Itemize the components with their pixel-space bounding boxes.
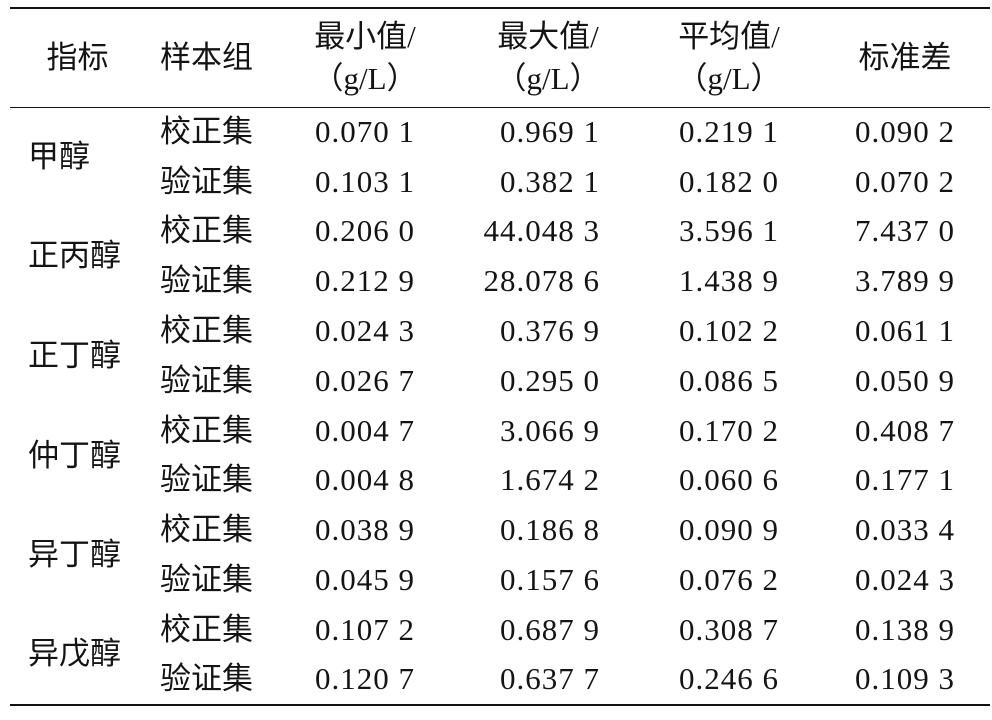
sd-value-cell: 0.138 9: [855, 611, 955, 647]
max-value-cell: 0.637 7: [500, 661, 600, 697]
header-mean-unit: （g/L）: [676, 60, 782, 96]
header-row: 指标 样本组 最小值/ （g/L） 最大值/ （g/L） 平均值/ （g/L） …: [10, 8, 990, 107]
max-value-cell: 28.078 6: [483, 263, 600, 299]
sd-value-cell: 0.177 1: [855, 462, 955, 498]
table-row: 正丙醇 校正集 0.206 0 44.048 3 3.596 1 7.437 0: [10, 207, 990, 273]
indicator-cell: 仲丁醇: [28, 437, 121, 473]
mean-value-cell: 0.246 6: [679, 661, 779, 697]
header-min-unit: （g/L）: [312, 60, 418, 96]
indicator-cell: 正丁醇: [28, 337, 121, 373]
mean-value-cell: 0.308 7: [679, 611, 779, 647]
statistics-table: 指标 样本组 最小值/ （g/L） 最大值/ （g/L） 平均值/ （g/L） …: [10, 7, 990, 706]
header-max-label: 最大值/: [497, 18, 599, 54]
sample-group-cell: 校正集: [160, 412, 253, 448]
mean-value-cell: 0.219 1: [679, 114, 779, 150]
sample-group-cell: 验证集: [160, 562, 253, 598]
min-value-cell: 0.107 2: [315, 611, 415, 647]
sd-value-cell: 0.050 9: [855, 362, 955, 398]
header-max: 最大值/ （g/L）: [445, 8, 625, 107]
mean-value-cell: 0.090 9: [679, 512, 779, 548]
table-row: 验证集 0.026 7 0.295 0 0.086 5 0.050 9: [10, 356, 990, 406]
indicator-cell: 异丁醇: [28, 537, 121, 573]
max-value-cell: 0.376 9: [500, 313, 600, 349]
sd-value-cell: 0.061 1: [855, 313, 955, 349]
sd-value-cell: 0.090 2: [855, 114, 955, 150]
table-row: 甲醇 校正集 0.070 1 0.969 1 0.219 1 0.090 2: [10, 107, 990, 174]
max-value-cell: 44.048 3: [483, 213, 600, 249]
max-value-cell: 0.687 9: [500, 611, 600, 647]
sd-value-cell: 3.789 9: [855, 263, 955, 299]
max-value-cell: 1.674 2: [500, 462, 600, 498]
mean-value-cell: 3.596 1: [679, 213, 779, 249]
min-value-cell: 0.120 7: [315, 661, 415, 697]
table-row: 异戊醇 校正集 0.107 2 0.687 9 0.308 7 0.138 9: [10, 605, 990, 671]
min-value-cell: 0.045 9: [315, 562, 415, 598]
mean-value-cell: 0.060 6: [679, 462, 779, 498]
table-row: 验证集 0.004 8 1.674 2 0.060 6 0.177 1: [10, 456, 990, 506]
max-value-cell: 0.295 0: [500, 362, 600, 398]
mean-value-cell: 0.170 2: [679, 412, 779, 448]
sd-value-cell: 7.437 0: [855, 213, 955, 249]
header-sample-group-label: 样本组: [160, 39, 253, 75]
sample-group-cell: 校正集: [160, 611, 253, 647]
header-indicator: 指标: [10, 8, 145, 107]
max-value-cell: 0.382 1: [500, 163, 600, 199]
table-row: 异丁醇 校正集 0.038 9 0.186 8 0.090 9 0.033 4: [10, 505, 990, 572]
header-min-label: 最小值/: [314, 18, 416, 54]
table-header: 指标 样本组 最小值/ （g/L） 最大值/ （g/L） 平均值/ （g/L） …: [10, 8, 990, 107]
sd-value-cell: 0.408 7: [855, 412, 955, 448]
min-value-cell: 0.103 1: [315, 163, 415, 199]
header-sample-group: 样本组: [145, 8, 285, 107]
min-value-cell: 0.004 8: [315, 462, 415, 498]
sd-value-cell: 0.024 3: [855, 562, 955, 598]
mean-value-cell: 0.076 2: [679, 562, 779, 598]
indicator-cell: 甲醇: [28, 139, 90, 175]
sd-value-cell: 0.109 3: [855, 661, 955, 697]
table-row: 验证集 0.103 1 0.382 1 0.182 0 0.070 2: [10, 157, 990, 207]
min-value-cell: 0.004 7: [315, 412, 415, 448]
sample-group-cell: 验证集: [160, 163, 253, 199]
sd-value-cell: 0.033 4: [855, 512, 955, 548]
sample-group-cell: 校正集: [160, 512, 253, 548]
table-row: 验证集 0.212 9 28.078 6 1.438 9 3.789 9: [10, 256, 990, 306]
max-value-cell: 0.157 6: [500, 562, 600, 598]
sample-group-cell: 验证集: [160, 661, 253, 697]
header-mean-label: 平均值/: [678, 18, 780, 54]
min-value-cell: 0.070 1: [315, 114, 415, 150]
max-value-cell: 0.969 1: [500, 114, 600, 150]
min-value-cell: 0.206 0: [315, 213, 415, 249]
header-max-unit: （g/L）: [495, 60, 601, 96]
header-sd-label: 标准差: [858, 39, 952, 75]
min-value-cell: 0.212 9: [315, 263, 415, 299]
sample-group-cell: 校正集: [160, 114, 253, 150]
table-row: 正丁醇 校正集 0.024 3 0.376 9 0.102 2 0.061 1: [10, 306, 990, 373]
indicator-cell: 异戊醇: [28, 636, 121, 672]
table-row: 验证集 0.045 9 0.157 6 0.076 2 0.024 3: [10, 555, 990, 605]
min-value-cell: 0.038 9: [315, 512, 415, 548]
mean-value-cell: 1.438 9: [679, 263, 779, 299]
min-value-cell: 0.026 7: [315, 362, 415, 398]
mean-value-cell: 0.102 2: [679, 313, 779, 349]
mean-value-cell: 0.086 5: [679, 362, 779, 398]
max-value-cell: 3.066 9: [500, 412, 600, 448]
header-indicator-label: 指标: [46, 39, 109, 75]
mean-value-cell: 0.182 0: [679, 163, 779, 199]
sample-group-cell: 验证集: [160, 263, 253, 299]
max-value-cell: 0.186 8: [500, 512, 600, 548]
indicator-cell: 正丙醇: [28, 238, 121, 274]
table-body: 甲醇 校正集 0.070 1 0.969 1 0.219 1 0.090 2 验证集 0.10…: [10, 107, 990, 705]
header-min: 最小值/ （g/L）: [285, 8, 445, 107]
min-value-cell: 0.024 3: [315, 313, 415, 349]
sd-value-cell: 0.070 2: [855, 163, 955, 199]
header-mean: 平均值/ （g/L）: [625, 8, 815, 107]
table-row: 验证集 0.120 7 0.637 7 0.246 6 0.109 3: [10, 655, 990, 705]
sample-group-cell: 验证集: [160, 362, 253, 398]
sample-group-cell: 校正集: [160, 313, 253, 349]
sample-group-cell: 验证集: [160, 462, 253, 498]
table-row: 仲丁醇 校正集 0.004 7 3.066 9 0.170 2 0.408 7: [10, 406, 990, 473]
header-sd: 标准差: [815, 8, 990, 107]
sample-group-cell: 校正集: [160, 213, 253, 249]
